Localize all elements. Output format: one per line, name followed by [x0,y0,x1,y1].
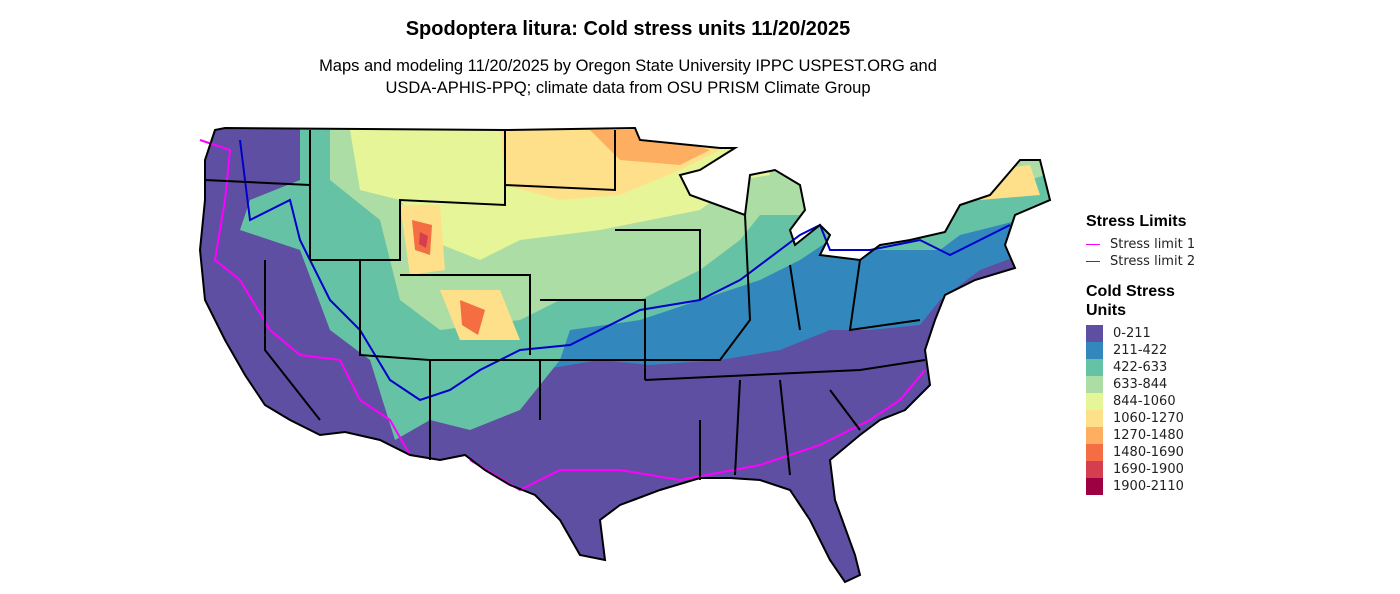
state-borders [204,130,926,480]
legend-class-label: 633-844 [1113,377,1168,392]
legend-swatch [1086,427,1103,444]
legend-class: 1270-1480 [1086,427,1196,444]
legend-swatch [1086,461,1103,478]
stress-limit-1-line [199,139,926,492]
legend-stress-limit-1: Stress limit 1 [1086,236,1196,253]
legend-class-label: 1480-1690 [1113,445,1184,460]
stress-limits-title: Stress Limits [1086,213,1187,230]
map-subtitle: Maps and modeling 11/20/2025 by Oregon S… [0,55,1256,99]
legend-swatch [1086,342,1103,359]
legend-stress-limit-2: Stress limit 2 [1086,253,1196,270]
legend-class: 211-422 [1086,342,1196,359]
zone-1270-1480 [590,130,710,165]
subtitle-line-2: USDA-APHIS-PPQ; climate data from OSU PR… [385,79,871,97]
map-title: Spodoptera litura: Cold stress units 11/… [405,18,851,40]
legend-class: 633-844 [1086,376,1196,393]
zone-1480-1690 [412,220,485,335]
cold-stress-units-title: Cold Stress Units [1086,283,1175,319]
legend-class-label: 211-422 [1113,343,1168,358]
subtitle-line-1: Maps and modeling 11/20/2025 by Oregon S… [319,57,937,75]
legend-swatch [1086,359,1103,376]
legend-swatch [1086,325,1103,342]
legend-class: 1060-1270 [1086,410,1196,427]
zone-1690-1900 [419,232,428,248]
legend-class-label: 1270-1480 [1113,428,1184,443]
legend-class: 1480-1690 [1086,444,1196,461]
legend-swatch [1086,410,1103,427]
legend-class-label: 1060-1270 [1113,411,1184,426]
legend-class-label: 1900-2110 [1113,479,1184,494]
legend-class-label: 1690-1900 [1113,462,1184,477]
legend-label: Stress limit 2 [1110,254,1196,269]
legend-class-label: 422-633 [1113,360,1168,375]
legend-swatch [1086,376,1103,393]
legend-class: 422-633 [1086,359,1196,376]
legend-class-label: 0-211 [1113,326,1151,341]
legend-class: 0-211 [1086,325,1196,342]
magenta-line-icon [1086,244,1100,245]
legend-label: Stress limit 1 [1110,237,1196,252]
us-cold-stress-map [199,127,1051,583]
legend: Stress Limits Stress limit 1 Stress limi… [1086,212,1196,495]
legend-class-label: 844-1060 [1113,394,1176,409]
legend-class: 1690-1900 [1086,461,1196,478]
legend-classes: 0-211 211-422 422-633 633-844 844-1060 1060-1… [1086,325,1196,495]
legend-swatch [1086,444,1103,461]
legend-class: 1900-2110 [1086,478,1196,495]
legend-swatch [1086,393,1103,410]
legend-class: 844-1060 [1086,393,1196,410]
legend-swatch [1086,478,1103,495]
blue-line-icon [1086,261,1100,262]
stress-limit-2-line [239,139,1011,402]
